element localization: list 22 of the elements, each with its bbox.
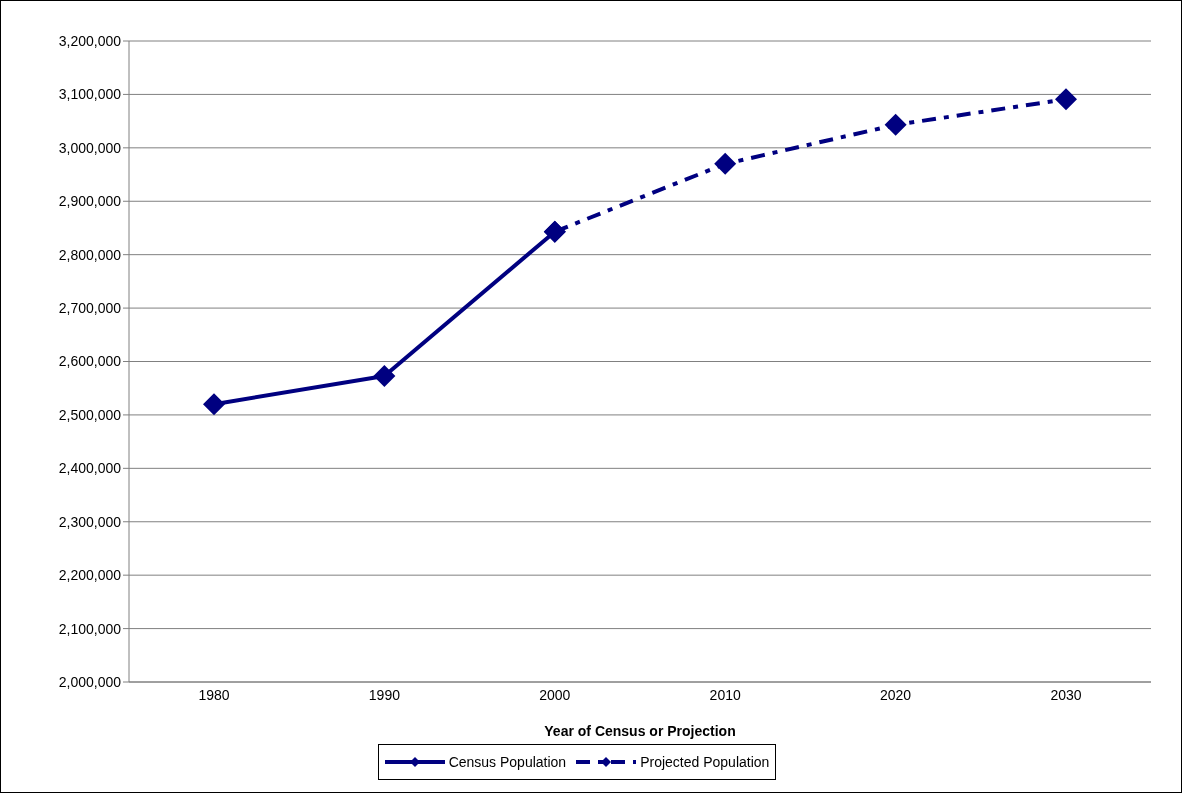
- x-axis-title: Year of Census or Projection: [544, 723, 736, 739]
- y-tick-label: 2,400,000: [58, 460, 122, 477]
- x-tick-label: 2010: [709, 686, 741, 703]
- y-tick-label: 2,900,000: [58, 193, 122, 210]
- y-tick-label: 2,600,000: [58, 353, 122, 370]
- y-tick-label: 2,200,000: [58, 567, 122, 584]
- x-tick-label: 2020: [880, 686, 912, 703]
- y-tick-label: 2,000,000: [58, 673, 122, 690]
- y-tick-label: 2,300,000: [58, 513, 122, 530]
- y-tick-label: 2,700,000: [58, 300, 122, 317]
- x-tick-label: 2030: [1050, 686, 1082, 703]
- x-tick-label: 2000: [539, 686, 571, 703]
- legend-label: Projected Population: [639, 753, 770, 772]
- y-tick-label: 2,100,000: [58, 620, 122, 637]
- legend-label: Census Population: [447, 753, 567, 772]
- y-tick-label: 3,000,000: [58, 139, 122, 156]
- y-tick-label: 3,100,000: [58, 86, 122, 103]
- y-tick-label: 2,500,000: [58, 406, 122, 423]
- x-tick-label: 1990: [368, 686, 401, 703]
- x-tick-label: 1980: [198, 686, 230, 703]
- y-tick-label: 2,800,000: [58, 246, 122, 263]
- y-tick-label: 3,200,000: [58, 32, 122, 49]
